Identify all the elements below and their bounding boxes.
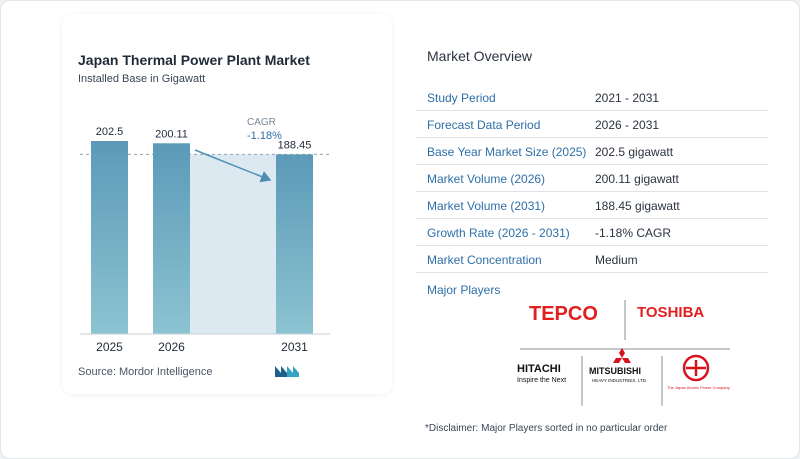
cagr-arrow — [194, 149, 272, 183]
data-label: 188.45 — [278, 139, 312, 151]
overview-key: Market Concentration — [427, 253, 542, 267]
mitsubishi-logo: MITSUBISHI — [589, 366, 641, 376]
overview-row-base-year: Base Year Market Size (2025) 202.5 gigaw… — [416, 138, 768, 165]
tepco-logo: TEPCO — [529, 303, 598, 325]
overview-row-volume-2031: Market Volume (2031) 188.45 gigawatt — [416, 192, 768, 219]
chart-subtitle: Installed Base in Gigawatt — [78, 73, 206, 85]
data-label: 200.11 — [155, 128, 188, 140]
japan-atomic-power-logo-icon — [682, 354, 710, 382]
overview-value: 188.45 gigawatt — [595, 199, 680, 213]
overview-value: 2026 - 2031 — [595, 118, 660, 132]
disclaimer: *Disclaimer: Major Players sorted in no … — [425, 423, 668, 434]
hitachi-tagline: Inspire the Next — [517, 377, 566, 384]
overview-row-study-period: Study Period 2021 - 2031 — [416, 84, 768, 111]
overview-value: 2021 - 2031 — [595, 91, 660, 105]
overview-key: Market Volume (2031) — [427, 199, 546, 213]
bar-2031 — [276, 154, 313, 334]
x-tick-label: 2031 — [281, 340, 308, 354]
overview-key: Forecast Data Period — [427, 118, 541, 132]
overview-value: Medium — [595, 253, 638, 267]
bar-2026 — [153, 143, 190, 334]
mordor-logo-icon — [275, 366, 299, 377]
mitsubishi-diamonds-icon — [613, 348, 631, 363]
cagr-label: CAGR — [247, 117, 276, 128]
overview-value: 200.11 gigawatt — [595, 172, 679, 186]
major-players-title: Major Players — [427, 283, 501, 297]
hitachi-logo: HITACHI — [517, 363, 561, 375]
overview-value: -1.18% CAGR — [595, 226, 672, 240]
player-logos: TEPCO TOSHIBA HITACHI Inspire the Next M… — [517, 300, 730, 406]
trend-band — [190, 154, 276, 334]
japan-atomic-power-name: The Japan Atomic Power Company — [667, 385, 730, 390]
mitsubishi-subtitle: HEAVY INDUSTRIES, LTD. — [592, 378, 647, 383]
cagr-value: -1.18% — [247, 130, 282, 142]
overview-row-growth-rate: Growth Rate (2026 - 2031) -1.18% CAGR — [416, 219, 768, 246]
chart-title: Japan Thermal Power Plant Market — [78, 52, 310, 68]
overview-key: Study Period — [427, 91, 496, 105]
toshiba-logo: TOSHIBA — [637, 304, 704, 321]
data-label: 202.5 — [96, 126, 124, 138]
bar-2025 — [91, 141, 128, 334]
overview-key: Base Year Market Size (2025) — [427, 145, 587, 159]
overview-row-concentration: Market Concentration Medium — [416, 246, 768, 273]
x-tick-label: 2025 — [96, 340, 123, 354]
overview-row-forecast-period: Forecast Data Period 2026 - 2031 — [416, 111, 768, 138]
overview-row-volume-2026: Market Volume (2026) 200.11 gigawatt — [416, 165, 768, 192]
x-tick-label: 2026 — [158, 340, 185, 354]
chart-source: Source: Mordor Intelligence — [78, 366, 213, 378]
overview-key: Growth Rate (2026 - 2031) — [427, 226, 570, 240]
overview-title: Market Overview — [427, 48, 533, 64]
overview-value: 202.5 gigawatt — [595, 145, 674, 159]
overview-key: Market Volume (2026) — [427, 172, 546, 186]
